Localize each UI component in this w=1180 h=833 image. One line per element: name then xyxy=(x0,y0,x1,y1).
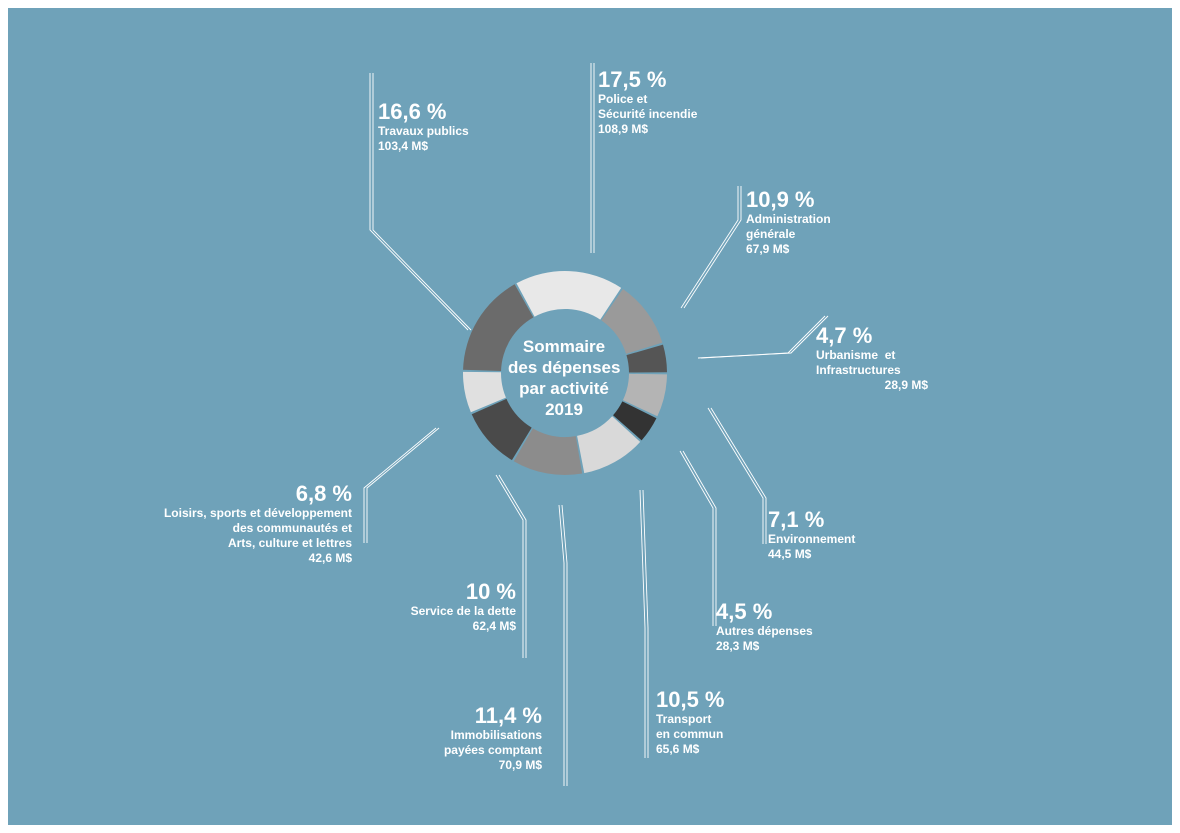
leader-immobilisations-b xyxy=(561,504,568,786)
donut-chart xyxy=(363,63,829,786)
label-autres-name: Autres dépenses xyxy=(716,624,813,638)
leader-admin-a xyxy=(680,186,739,309)
label-loisirs-percent: 6,8 % xyxy=(295,481,352,506)
label-dette-amount: 62,4 M$ xyxy=(472,619,516,633)
slice-dette xyxy=(471,398,532,461)
label-admin: 10,9 % Administration générale 67,9 M$ xyxy=(746,188,831,257)
leader-transport-a xyxy=(639,489,646,758)
slice-autres xyxy=(613,401,657,441)
leader-transport-b xyxy=(642,489,649,758)
label-immobilisations: 11,4 % Immobilisations payées comptant 7… xyxy=(444,704,542,773)
label-police-name: Police et Sécurité incendie xyxy=(598,92,698,121)
label-admin-percent: 10,9 % xyxy=(746,187,815,212)
label-police-amount: 108,9 M$ xyxy=(598,122,649,136)
label-urbanisme-name: Urbanisme et Infrastructures xyxy=(816,348,901,377)
label-dette-percent: 10 % xyxy=(465,579,516,604)
label-loisirs-name: Loisirs, sports et développement des com… xyxy=(163,506,352,550)
label-dette-name: Service de la dette xyxy=(410,604,516,618)
leader-admin-b xyxy=(683,186,742,309)
label-immobilisations-amount: 70,9 M$ xyxy=(498,758,542,772)
label-autres-percent: 4,5 % xyxy=(716,599,773,624)
leader-loisirs-a xyxy=(363,427,437,543)
leader-lines xyxy=(363,63,829,786)
leader-environnement-a xyxy=(707,407,764,544)
label-travaux: 16,6 % Travaux publics 103,4 M$ xyxy=(378,100,469,154)
label-admin-name: Administration générale xyxy=(746,212,831,241)
label-immobilisations-percent: 11,4 % xyxy=(474,703,542,728)
slice-immobilisations xyxy=(513,428,583,476)
label-environnement: 7,1 % Environnement 44,5 M$ xyxy=(768,508,855,562)
slice-police xyxy=(516,271,622,320)
chart-title: Sommaire des dépenses par activité 2019 xyxy=(508,337,621,419)
label-travaux-name: Travaux publics xyxy=(378,124,469,138)
leader-environnement-b xyxy=(710,407,767,544)
leader-urbanisme-a xyxy=(697,315,826,359)
slice-environnement xyxy=(622,373,667,417)
label-transport: 10,5 % Transport en commun 65,6 M$ xyxy=(656,688,725,757)
leader-dette-b xyxy=(498,474,527,658)
slice-travaux xyxy=(463,284,534,371)
chart-panel: Sommaire des dépenses par activité 2019 … xyxy=(8,8,1172,825)
leader-autres-b xyxy=(682,450,717,626)
label-travaux-percent: 16,6 % xyxy=(378,99,447,124)
leader-dette-a xyxy=(495,474,524,658)
label-urbanisme-percent: 4,7 % xyxy=(816,323,873,348)
label-transport-name: Transport en commun xyxy=(656,712,724,741)
label-admin-amount: 67,9 M$ xyxy=(746,242,790,256)
label-autres: 4,5 % Autres dépenses 28,3 M$ xyxy=(716,600,813,654)
leader-travaux-b xyxy=(372,73,472,331)
label-loisirs-amount: 42,6 M$ xyxy=(308,551,352,565)
slice-urbanisme xyxy=(626,344,667,373)
label-environnement-name: Environnement xyxy=(768,532,856,546)
label-police-percent: 17,5 % xyxy=(598,67,667,92)
slice-transport xyxy=(577,416,641,474)
leader-autres-a xyxy=(679,450,714,626)
label-transport-percent: 10,5 % xyxy=(656,687,725,712)
donut-slices xyxy=(463,271,667,476)
leader-travaux-a xyxy=(369,73,469,331)
leader-immobilisations-a xyxy=(558,504,565,786)
slice-loisirs xyxy=(463,371,506,413)
label-urbanisme: 4,7 % Urbanisme et Infrastructures 28,9 … xyxy=(816,324,928,393)
label-environnement-amount: 44,5 M$ xyxy=(768,547,812,561)
label-police: 17,5 % Police et Sécurité incendie 108,9… xyxy=(598,68,697,137)
slice-admin xyxy=(601,289,663,354)
label-autres-amount: 28,3 M$ xyxy=(716,639,760,653)
label-travaux-amount: 103,4 M$ xyxy=(378,139,429,153)
label-urbanisme-amount: 28,9 M$ xyxy=(884,378,928,392)
leader-loisirs-b xyxy=(366,427,440,543)
label-dette: 10 % Service de la dette 62,4 M$ xyxy=(411,580,516,634)
leader-urbanisme-b xyxy=(700,315,829,359)
label-transport-amount: 65,6 M$ xyxy=(656,742,700,756)
label-immobilisations-name: Immobilisations payées comptant xyxy=(443,728,542,757)
label-loisirs: 6,8 % Loisirs, sports et développement d… xyxy=(164,482,352,566)
label-environnement-percent: 7,1 % xyxy=(768,507,825,532)
